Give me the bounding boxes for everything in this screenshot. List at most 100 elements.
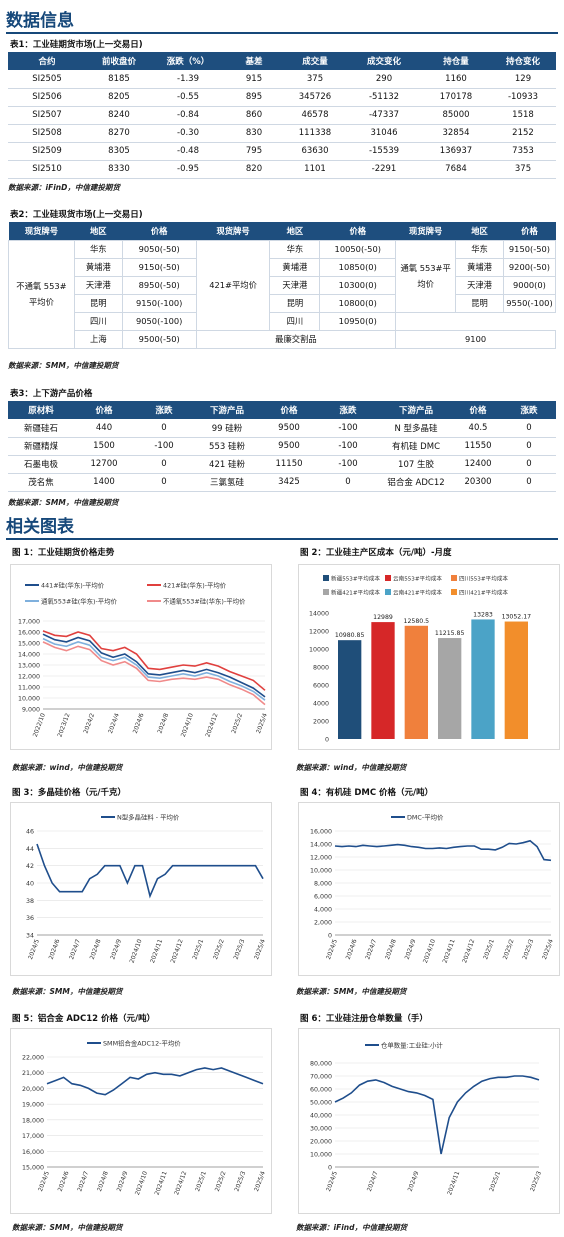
bar — [504, 621, 528, 739]
column-header: 成交变化 — [346, 52, 422, 70]
region-cell: 四川 — [73, 311, 123, 331]
fig6-caption: 图 6：工业硅注册仓单数量（手） — [300, 1014, 428, 1024]
y-tick-label: 38 — [26, 898, 34, 905]
column-header: 现货牌号 — [196, 222, 270, 240]
legend-label: 新疆421#平均成本 — [331, 589, 380, 597]
y-tick-label: 30,000 — [310, 1126, 332, 1133]
column-header: 基差 — [224, 52, 284, 70]
x-tick-label: 2024/11 — [446, 1170, 461, 1196]
x-tick-label: 2024/2 — [82, 712, 96, 734]
region-cell: 昆明 — [455, 293, 504, 313]
column-header: 原材料 — [8, 401, 74, 419]
table-row: SI2508 8270 -0.30 830 111338 31046 32854 2152 — [8, 124, 556, 143]
x-tick-label: 2025/3 — [233, 938, 247, 960]
column-header: 价格 — [260, 401, 318, 419]
y-tick-label: 10,000 — [310, 868, 332, 875]
fig3-source: 数据来源：SMM，中信建投期货 — [12, 987, 123, 996]
legend-label: 四川421#平均成本 — [459, 589, 508, 597]
y-tick-label: 10,000 — [310, 1152, 332, 1159]
fig2-caption: 图 2：工业硅主产区成本（元/吨）-月度 — [300, 548, 452, 558]
table-cell: 915 — [224, 70, 284, 89]
legend-label: 四川553#平均成本 — [459, 575, 508, 583]
y-tick-label: 40 — [26, 881, 34, 888]
x-tick-label: 2025/4 — [541, 938, 555, 960]
fig3-caption: 图 3：多晶硅价格（元/千克） — [12, 788, 126, 798]
table-cell: -1.39 — [152, 70, 224, 89]
y-tick-label: 4,000 — [314, 907, 332, 914]
y-tick-label: 8000 — [313, 665, 329, 672]
x-tick-label: 2024/12 — [204, 712, 219, 738]
column-header: 涨跌 — [502, 401, 556, 419]
table-cell: 12400 — [454, 455, 502, 474]
y-tick-label: 0 — [325, 737, 329, 744]
price-cell: 10050(-50) — [319, 239, 397, 259]
column-header: 价格 — [503, 222, 556, 240]
table-row: SI2507 8240 -0.84 860 46578 -47337 85000 1518 — [8, 106, 556, 125]
bar — [438, 638, 462, 739]
table-cell: 0 — [502, 437, 556, 456]
price-cell: 9150(-50) — [502, 239, 557, 259]
column-header: 涨跌（%） — [152, 52, 224, 70]
x-tick-label: 2024/8 — [384, 938, 398, 960]
y-tick-label: 17,000 — [18, 619, 40, 626]
column-header: 现货牌号 — [395, 222, 456, 240]
table-cell: 46578 — [284, 106, 346, 125]
x-tick-label: 2025/1 — [482, 938, 496, 960]
region-cell: 上海 — [73, 329, 123, 349]
legend-label: 新疆553#平均成本 — [331, 575, 380, 583]
x-tick-label: 2024/10 — [134, 1170, 149, 1196]
table-cell: 12700 — [74, 455, 134, 474]
table-cell: 290 — [346, 70, 422, 89]
table-cell: 129 — [490, 70, 556, 89]
table-cell: 795 — [224, 142, 284, 161]
table-cell: 新疆精煤 — [8, 437, 74, 456]
table-cell: -0.48 — [152, 142, 224, 161]
column-header: 价格 — [454, 401, 502, 419]
table-cell: -100 — [318, 437, 378, 456]
spot-grade-3: 通氧 553#平均价 — [395, 239, 457, 313]
table-cell: -0.84 — [152, 106, 224, 125]
y-tick-label: 20,000 — [310, 1139, 332, 1146]
x-tick-label: 2024/6 — [132, 712, 146, 734]
fig1-caption: 图 1：工业硅期货价格走势 — [12, 548, 115, 558]
region-cell: 四川 — [269, 311, 321, 331]
series-line — [42, 637, 266, 701]
table-cell: 2152 — [490, 124, 556, 143]
y-tick-label: 20,000 — [22, 1086, 44, 1093]
bar-value-label: 13283 — [473, 611, 493, 618]
x-tick-label: 2024/6 — [48, 938, 62, 960]
y-tick-label: 22,000 — [22, 1055, 44, 1062]
x-tick-label: 2024/12 — [170, 938, 185, 964]
y-tick-label: 14,000 — [18, 652, 40, 659]
spot-table: 现货牌号 地区 价格 现货牌号 地区 价格 现货牌号 地区 价格 不通氧 553#平均价 华东 9… — [8, 222, 557, 349]
region-cell: 黄埔港 — [73, 257, 123, 277]
y-tick-label: 9,000 — [22, 707, 40, 714]
y-tick-label: 16,000 — [310, 829, 332, 836]
table-cell: 421 硅粉 — [194, 455, 260, 474]
table-cell: 32854 — [422, 124, 490, 143]
y-tick-label: 14000 — [309, 611, 329, 618]
y-tick-label: 50,000 — [310, 1100, 332, 1107]
bar — [371, 622, 395, 739]
fig4-source: 数据来源：SMM，中信建投期货 — [296, 987, 407, 996]
table-cell: 111338 — [284, 124, 346, 143]
x-tick-label: 2024/12 — [461, 938, 476, 964]
x-tick-label: 2024/5 — [27, 938, 41, 960]
y-tick-label: 17,000 — [22, 1133, 44, 1140]
y-tick-label: 0 — [328, 1165, 332, 1172]
legend-label: 441#硅(华东)-平均价 — [41, 581, 105, 590]
table-cell: 440 — [74, 419, 134, 438]
table2-source: 数据来源：SMM，中信建投期货 — [8, 361, 119, 370]
y-tick-label: 40,000 — [310, 1113, 332, 1120]
y-tick-label: 0 — [328, 933, 332, 940]
table-cell: 1101 — [284, 160, 346, 179]
legend-swatch — [451, 575, 457, 581]
y-tick-label: 15,000 — [18, 641, 40, 648]
legend-swatch — [385, 575, 391, 581]
section-title-charts: 相关图表 — [6, 512, 558, 540]
x-tick-label: 2024/5 — [325, 1170, 339, 1192]
table-cell: SI2508 — [8, 124, 86, 143]
x-tick-label: 2024/11 — [154, 1170, 169, 1196]
table-cell: 170178 — [422, 88, 490, 107]
table-cell: -100 — [134, 437, 194, 456]
